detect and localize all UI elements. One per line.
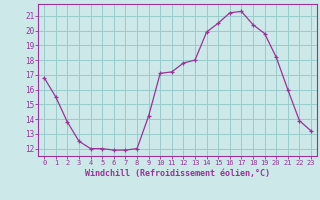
X-axis label: Windchill (Refroidissement éolien,°C): Windchill (Refroidissement éolien,°C)	[85, 169, 270, 178]
